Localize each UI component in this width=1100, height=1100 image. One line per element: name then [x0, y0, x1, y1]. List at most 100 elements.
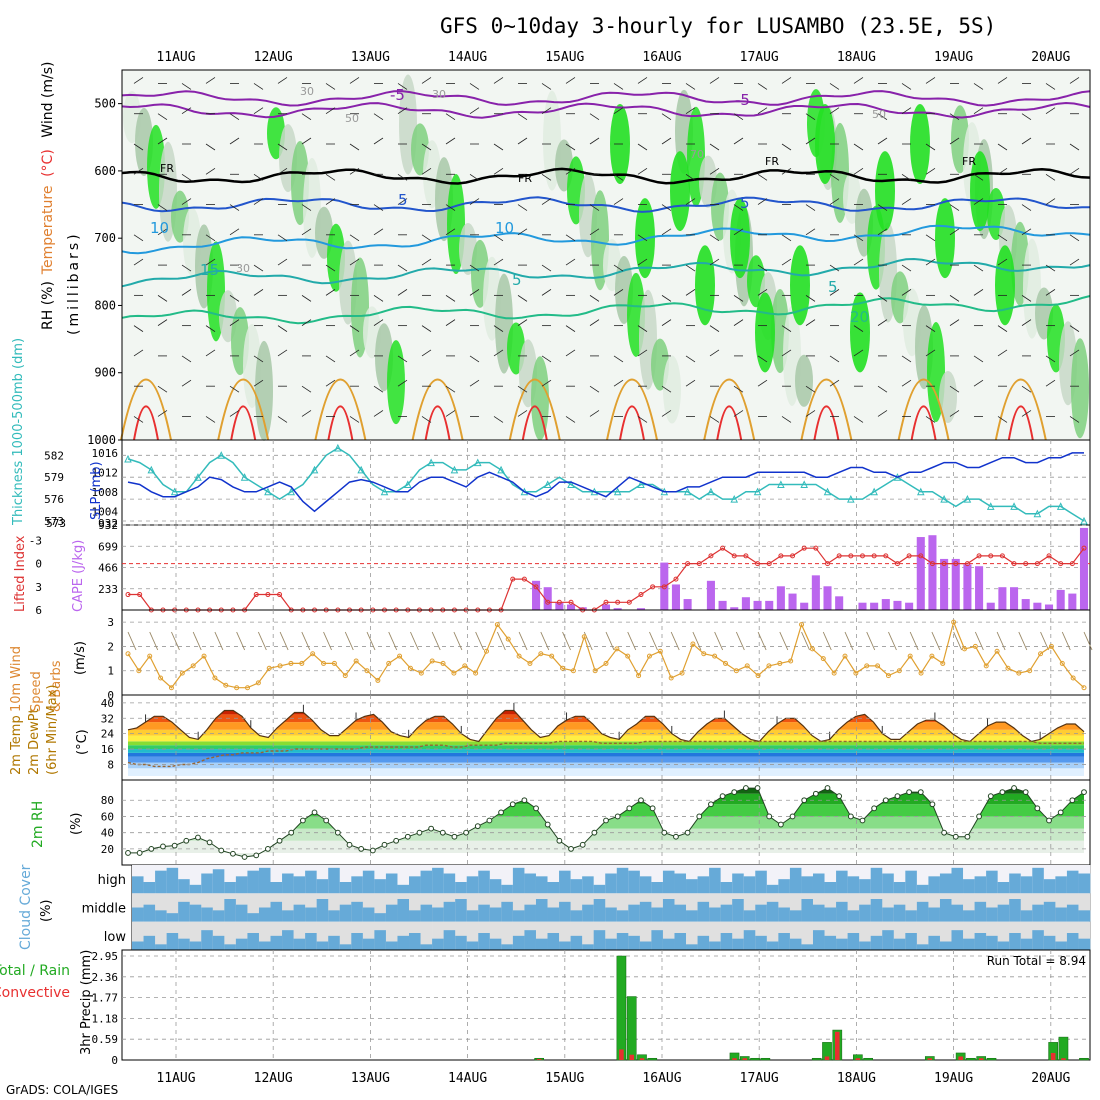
wind-barb [253, 83, 264, 90]
cloud-bg [686, 921, 698, 950]
wind-barb [229, 204, 240, 211]
series-wind-speed [127, 620, 1085, 689]
thickness-point [1056, 502, 1065, 510]
wind-barb [205, 77, 216, 84]
wind-barb [829, 379, 840, 387]
wind-barb [661, 228, 672, 236]
precip-total-bar [811, 1057, 822, 1061]
li-point [801, 545, 807, 551]
cloud-low [155, 944, 167, 950]
ylabel-part: Wind (m/s) [40, 61, 56, 137]
cloud-bg [155, 921, 167, 950]
wind-barb [277, 234, 288, 242]
wind-barb [397, 355, 408, 363]
rh-shade [531, 356, 549, 441]
rh-point [929, 801, 936, 808]
wind-barb-10m [692, 631, 702, 651]
wind-barb [973, 264, 984, 272]
cloud-bg [789, 921, 802, 950]
thickness-tick-582: 582 [44, 449, 64, 462]
cloud-middle [859, 904, 871, 922]
cloud-bg [686, 865, 698, 894]
cloud-middle [616, 910, 629, 922]
cloud-low [1055, 941, 1068, 950]
cloud-middle [189, 904, 202, 922]
wind-barb [181, 107, 192, 115]
thickness-point [916, 487, 925, 496]
precip-convective-bar [619, 1049, 624, 1060]
cloud-low [628, 935, 641, 950]
cloud-bg [328, 893, 341, 922]
li-label: Lifted Index [13, 535, 28, 612]
cloud-low [409, 933, 421, 950]
li-point [1011, 561, 1017, 567]
cloud-bg [1078, 921, 1091, 950]
wind-barb [445, 113, 456, 121]
wind-barb [589, 295, 600, 302]
rh-point [579, 841, 586, 848]
wind-barb [949, 385, 960, 393]
wind-point [223, 682, 229, 688]
wind-barb-10m [866, 631, 876, 651]
ylabel-part: (°C) [40, 149, 56, 177]
li-point [883, 553, 889, 559]
wind-barb [949, 319, 960, 326]
li-point [941, 561, 947, 567]
cloud-middle [316, 899, 329, 922]
cloud-low [939, 941, 952, 950]
cloud-bg [178, 865, 191, 894]
wind-barb [1069, 77, 1080, 84]
cloud-high [916, 884, 929, 894]
wind-barb [373, 113, 384, 121]
thickness-point [1080, 516, 1088, 525]
wind-point [951, 619, 957, 625]
cloud-low [143, 935, 156, 950]
wind-point [516, 653, 522, 659]
cloud-bg [859, 865, 871, 894]
warm-contour [508, 378, 561, 441]
wind-point [364, 668, 370, 674]
wind-barb [397, 107, 408, 115]
cloud-middle [385, 904, 398, 922]
cloud-high [951, 867, 964, 894]
cloud-bg [385, 921, 398, 950]
wind-point [277, 663, 283, 669]
cloud-high [674, 873, 687, 894]
wind-barb [205, 167, 216, 175]
precip-frame [121, 949, 1091, 1061]
wind-barb [901, 107, 912, 115]
li-point [265, 592, 271, 598]
wind-barb [709, 258, 720, 266]
wind-point [1048, 643, 1054, 649]
cloud-low [951, 930, 964, 950]
cloud-low [235, 938, 248, 950]
rh-point [195, 834, 201, 841]
cloud-middle [847, 910, 860, 922]
wind-barb [517, 410, 528, 417]
wind-point [418, 670, 424, 676]
wind-barb [829, 107, 840, 115]
cloud-middle [466, 910, 479, 922]
wind-barb-10m [323, 631, 332, 651]
cloud-high [651, 882, 664, 894]
rh-point [1022, 789, 1029, 796]
li-point [836, 553, 842, 559]
cloud-high [547, 882, 560, 894]
cloud-bg [743, 893, 756, 922]
wind-barb [205, 258, 216, 266]
cloud-bg [905, 893, 918, 922]
wind-barb [1069, 167, 1080, 175]
cloud-bg [282, 893, 294, 922]
cloud-low [651, 930, 664, 950]
wind-barb [277, 416, 288, 423]
contour-label: 10 [495, 219, 514, 237]
wind-point [646, 653, 652, 659]
wind-barb [973, 355, 984, 363]
cloud-middle [201, 907, 214, 922]
wind-barb [133, 77, 144, 84]
hot-contour [813, 405, 840, 441]
cloud-bg [686, 893, 698, 922]
contour-label: FR [160, 162, 174, 175]
thickness-point [730, 494, 739, 503]
wind-barb [1045, 198, 1056, 205]
